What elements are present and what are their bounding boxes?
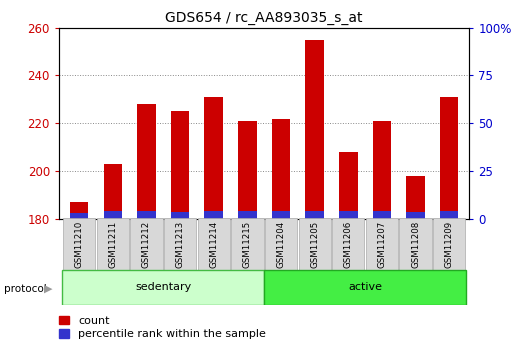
Bar (305, 40, 324, 219)
Text: GSM11204: GSM11204 (277, 220, 286, 268)
Title: GDS654 / rc_AA893035_s_at: GDS654 / rc_AA893035_s_at (166, 11, 363, 25)
Text: GSM11213: GSM11213 (175, 220, 185, 268)
Text: GSM11209: GSM11209 (445, 220, 453, 268)
Legend: count, percentile rank within the sample: count, percentile rank within the sample (60, 316, 266, 339)
Bar (171, 111, 189, 219)
Text: GSM11214: GSM11214 (209, 220, 218, 268)
Text: GSM11208: GSM11208 (411, 220, 420, 268)
Text: active: active (348, 282, 382, 292)
Bar (372, 211, 391, 219)
Bar (339, 152, 358, 219)
Text: GSM11205: GSM11205 (310, 220, 319, 268)
Text: GSM11207: GSM11207 (378, 220, 386, 268)
Bar (440, 97, 459, 219)
Bar (238, 211, 256, 219)
Bar (440, 211, 459, 219)
Bar (137, 104, 156, 219)
FancyBboxPatch shape (198, 218, 230, 270)
Text: protocol: protocol (4, 284, 47, 294)
Bar (372, 121, 391, 219)
Bar (171, 211, 189, 219)
FancyBboxPatch shape (164, 218, 196, 270)
FancyBboxPatch shape (63, 218, 95, 270)
Bar (406, 176, 425, 219)
Text: sedentary: sedentary (135, 282, 191, 292)
Bar (238, 121, 256, 219)
Text: GSM11206: GSM11206 (344, 220, 353, 268)
FancyBboxPatch shape (400, 218, 432, 270)
Text: ▶: ▶ (44, 284, 53, 294)
FancyBboxPatch shape (264, 270, 466, 305)
Text: GSM11215: GSM11215 (243, 220, 252, 268)
FancyBboxPatch shape (366, 218, 398, 270)
Bar (70, 202, 88, 219)
Bar (272, 211, 290, 219)
Text: GSM11210: GSM11210 (75, 220, 84, 268)
FancyBboxPatch shape (433, 218, 465, 270)
Bar (205, 97, 223, 219)
Bar (70, 213, 88, 219)
Text: GSM11212: GSM11212 (142, 220, 151, 268)
Bar (305, 211, 324, 219)
FancyBboxPatch shape (265, 218, 297, 270)
FancyBboxPatch shape (63, 270, 264, 305)
Bar (104, 211, 122, 219)
Bar (272, 119, 290, 219)
FancyBboxPatch shape (332, 218, 364, 270)
FancyBboxPatch shape (299, 218, 331, 270)
Bar (205, 211, 223, 219)
FancyBboxPatch shape (96, 218, 129, 270)
FancyBboxPatch shape (231, 218, 264, 270)
FancyBboxPatch shape (130, 218, 163, 270)
Bar (406, 211, 425, 219)
Bar (104, 164, 122, 219)
Bar (339, 211, 358, 219)
Text: GSM11211: GSM11211 (108, 220, 117, 268)
Bar (137, 211, 156, 219)
